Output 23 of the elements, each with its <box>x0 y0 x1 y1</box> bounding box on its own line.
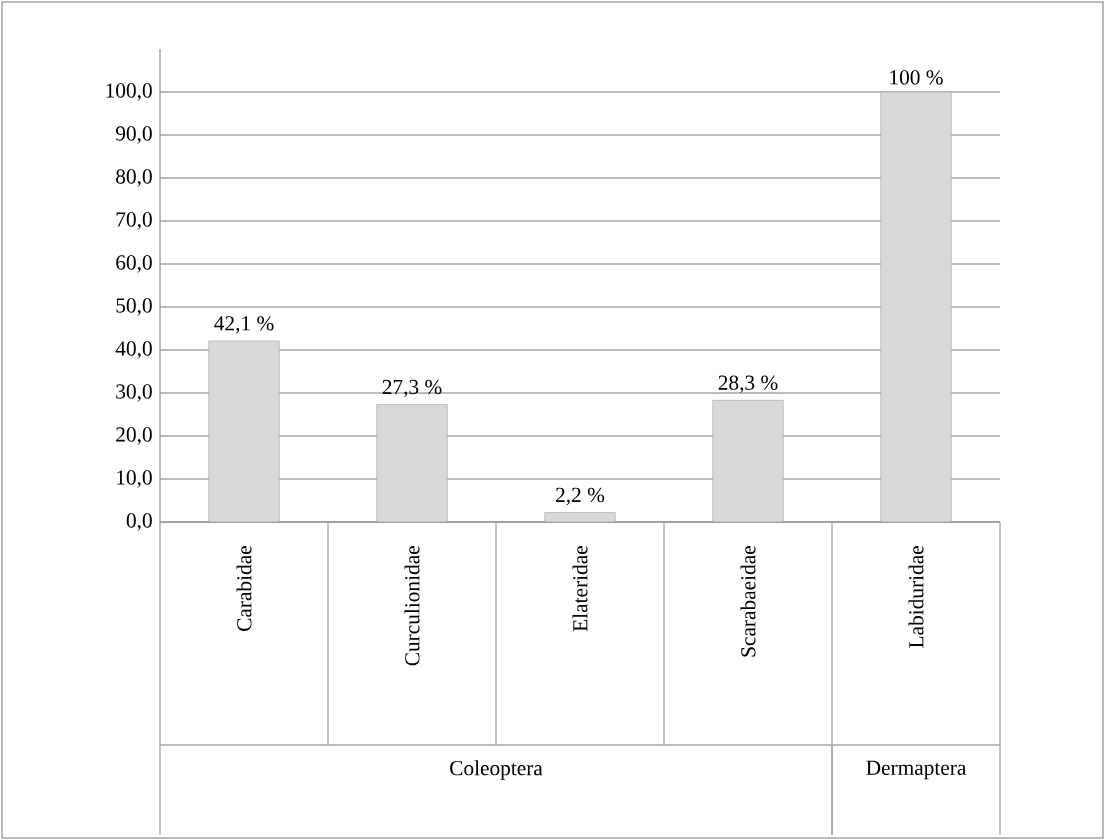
y-tick-label: 40,0 <box>115 341 152 359</box>
data-label: 42,1 % <box>214 316 274 334</box>
y-tick-label: 60,0 <box>116 255 152 273</box>
y-tick-label: 90,0 <box>115 126 152 144</box>
x-tick-label: Carabidae <box>236 546 252 631</box>
text: Dermaptera <box>866 760 967 780</box>
y-tick-label: 70,0 <box>116 212 152 230</box>
x-tick-label: Elateridae <box>572 546 588 632</box>
x-tick-label: Scarabaeidae <box>740 546 756 657</box>
y-tick-label: 100,0 <box>106 83 152 101</box>
y-tick-label: 10,0 <box>117 470 152 488</box>
data-label: 28,3 % <box>718 375 778 393</box>
data-label: 27,3 % <box>382 379 442 398</box>
data-label: 100 % <box>890 70 943 85</box>
y-tick-label: 80,0 <box>116 169 152 187</box>
data-label: 2,2 % <box>556 487 605 506</box>
x-tick-label: Curculionidae <box>404 546 420 666</box>
x-tick-label: Labiduridae <box>908 546 924 648</box>
y-tick-label: 0,0 <box>126 513 152 531</box>
text: Coleoptera <box>450 760 543 780</box>
y-tick-label: 50,0 <box>116 298 152 316</box>
y-tick-label: 20,0 <box>116 427 152 445</box>
y-tick-label: 30,0 <box>116 384 152 402</box>
